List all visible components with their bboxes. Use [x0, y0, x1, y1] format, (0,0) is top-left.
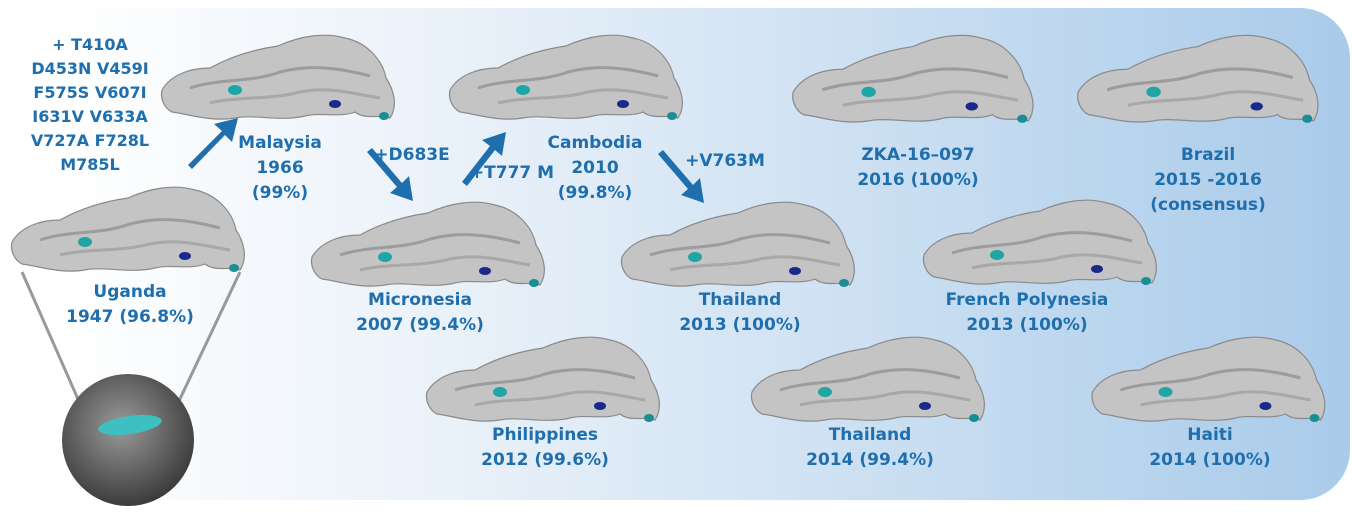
node-label: Philippines [492, 425, 598, 445]
node-label: Uganda [93, 282, 166, 302]
node-label: (99%) [252, 183, 308, 203]
node-label: Haiti [1187, 425, 1232, 445]
node-label: Cambodia [548, 133, 643, 153]
node-label: Thailand [829, 425, 912, 445]
node-label: 1947 (96.8%) [66, 307, 194, 327]
node-label: Malaysia [238, 133, 322, 153]
node-label: Brazil [1181, 145, 1235, 165]
node-label: 2007 (99.4%) [356, 315, 484, 335]
mutation: F575S V607I [33, 83, 146, 102]
node-label: 2015 -2016 [1154, 170, 1262, 190]
node-label: 2014 (99.4%) [806, 450, 934, 470]
diagram: + T410A D453N V459I F575S V607I I631V V633A… [0, 0, 1352, 520]
node-label: French Polynesia [946, 290, 1109, 310]
mutation: V727A F728L [31, 131, 149, 150]
node-label: 1966 [256, 158, 303, 178]
node-label: ZKA-16–097 [861, 145, 974, 165]
node-label: 2012 (99.6%) [481, 450, 609, 470]
arrow-label: +T777 M [470, 163, 554, 183]
node-label: (99.8%) [558, 183, 633, 203]
mutation: M785L [60, 155, 120, 174]
node-label: Thailand [699, 290, 782, 310]
node-label: 2014 (100%) [1149, 450, 1270, 470]
node-label: 2016 (100%) [857, 170, 978, 190]
node-label: 2013 (100%) [679, 315, 800, 335]
node-label: Micronesia [368, 290, 472, 310]
virus-particle [62, 374, 194, 506]
node-label: 2010 [571, 158, 618, 178]
arrow-label: +V763M [685, 151, 765, 171]
node-label: (consensus) [1150, 195, 1266, 215]
mutation: I631V V633A [32, 107, 148, 126]
mutation: + T410A [52, 35, 128, 54]
arrow-label: +D683E [374, 145, 449, 165]
protein-structure [11, 187, 244, 272]
mutation: D453N V459I [31, 59, 148, 78]
node-label: 2013 (100%) [966, 315, 1087, 335]
